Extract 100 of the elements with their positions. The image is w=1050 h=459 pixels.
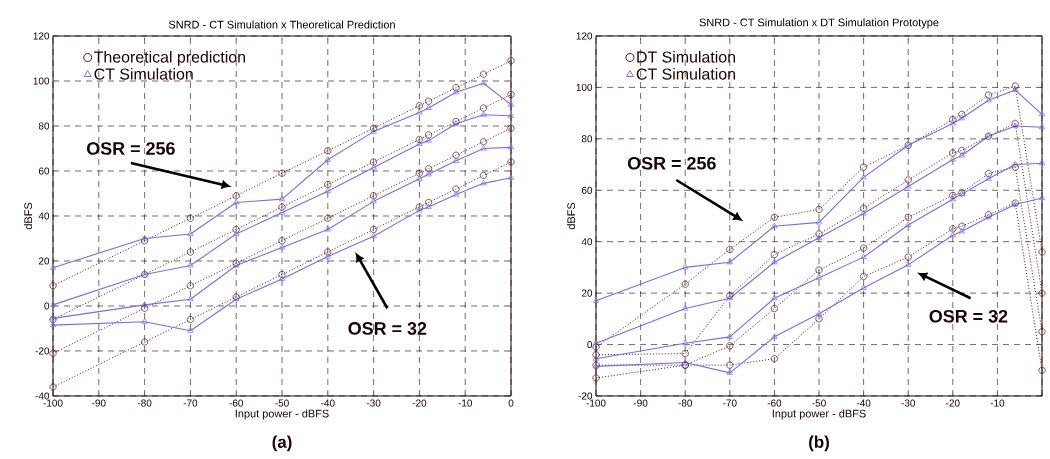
y-tick-label: -20 bbox=[35, 347, 50, 355]
point bbox=[186, 315, 194, 324]
point bbox=[1038, 110, 1046, 117]
point bbox=[425, 203, 432, 209]
x-axis-title: Input power - dBFS bbox=[235, 409, 329, 420]
point bbox=[49, 301, 57, 307]
point bbox=[425, 137, 432, 143]
annotation: OSR = 32 bbox=[929, 309, 1008, 323]
point bbox=[985, 96, 992, 103]
point bbox=[860, 163, 868, 171]
point bbox=[507, 174, 515, 180]
point bbox=[1011, 82, 1019, 90]
y-tick-label: 80 bbox=[581, 135, 593, 143]
point bbox=[233, 198, 240, 205]
y-tick-label: 120 bbox=[576, 32, 593, 40]
point bbox=[479, 171, 488, 180]
point bbox=[278, 275, 286, 281]
point bbox=[49, 383, 57, 391]
point bbox=[771, 222, 778, 229]
point bbox=[592, 374, 600, 382]
point bbox=[49, 282, 57, 290]
point bbox=[770, 305, 778, 313]
point bbox=[726, 245, 734, 253]
point bbox=[479, 104, 488, 112]
point bbox=[958, 222, 966, 230]
point bbox=[860, 173, 867, 180]
point bbox=[278, 270, 286, 279]
y-axis-title: dBFS bbox=[23, 202, 33, 230]
point bbox=[949, 225, 957, 233]
x-axis-title: Input power - dBFS bbox=[772, 409, 866, 420]
y-tick-label: 40 bbox=[581, 238, 593, 246]
point bbox=[186, 248, 194, 256]
point bbox=[416, 175, 423, 181]
point bbox=[726, 361, 734, 369]
point bbox=[904, 213, 912, 221]
point bbox=[370, 164, 377, 170]
point bbox=[905, 221, 912, 227]
point bbox=[370, 158, 378, 166]
annotation: OSR = 32 bbox=[348, 322, 427, 335]
point bbox=[770, 213, 778, 221]
point bbox=[370, 232, 377, 239]
point bbox=[815, 230, 823, 238]
point bbox=[187, 295, 194, 302]
point bbox=[1038, 194, 1046, 200]
x-tick-label: -80 bbox=[137, 399, 152, 407]
point bbox=[141, 301, 148, 307]
point bbox=[324, 248, 332, 256]
point bbox=[682, 263, 689, 270]
point bbox=[682, 305, 689, 311]
point bbox=[507, 112, 515, 118]
point bbox=[479, 138, 488, 146]
annotation: OSR = 256 bbox=[627, 156, 716, 170]
point bbox=[1038, 328, 1046, 336]
x-tick-label: -30 bbox=[366, 399, 381, 407]
y-tick-label: 80 bbox=[38, 122, 50, 130]
point bbox=[985, 175, 992, 181]
chart-title: SNRD - CT Simulation x Theoretical Prediction bbox=[168, 20, 395, 29]
point bbox=[425, 104, 432, 110]
point bbox=[370, 192, 378, 200]
point bbox=[324, 214, 332, 222]
point bbox=[324, 147, 332, 155]
point bbox=[1012, 161, 1019, 167]
point bbox=[370, 225, 378, 234]
y-tick-label: 60 bbox=[581, 186, 593, 194]
point bbox=[324, 180, 332, 189]
x-tick-label: -80 bbox=[678, 399, 693, 407]
point bbox=[958, 227, 965, 234]
point bbox=[415, 135, 423, 144]
point bbox=[592, 355, 600, 361]
point bbox=[452, 191, 460, 197]
point bbox=[681, 280, 689, 288]
y-tick-label: -40 bbox=[35, 392, 50, 400]
point bbox=[949, 155, 956, 162]
point bbox=[278, 195, 286, 202]
point bbox=[1038, 366, 1046, 374]
point bbox=[141, 318, 148, 324]
point bbox=[187, 230, 194, 236]
point bbox=[815, 274, 823, 280]
x-tick-label: -100 bbox=[586, 399, 606, 407]
point bbox=[141, 237, 149, 245]
y-tick-label: 20 bbox=[581, 289, 593, 297]
point bbox=[1038, 159, 1046, 166]
text: (a) bbox=[272, 435, 292, 452]
point bbox=[452, 157, 460, 163]
point bbox=[425, 198, 433, 207]
point bbox=[480, 144, 487, 151]
point bbox=[860, 284, 867, 290]
point bbox=[681, 350, 689, 358]
point bbox=[278, 169, 286, 177]
point bbox=[815, 218, 823, 225]
text: (b) bbox=[809, 435, 829, 452]
point bbox=[949, 231, 956, 238]
point bbox=[452, 88, 460, 95]
point bbox=[949, 149, 957, 157]
y-tick-label: 20 bbox=[38, 257, 50, 265]
point bbox=[324, 252, 331, 259]
point bbox=[187, 327, 194, 333]
point bbox=[815, 206, 823, 214]
point bbox=[905, 261, 912, 267]
y-tick-label: 0 bbox=[44, 302, 50, 310]
